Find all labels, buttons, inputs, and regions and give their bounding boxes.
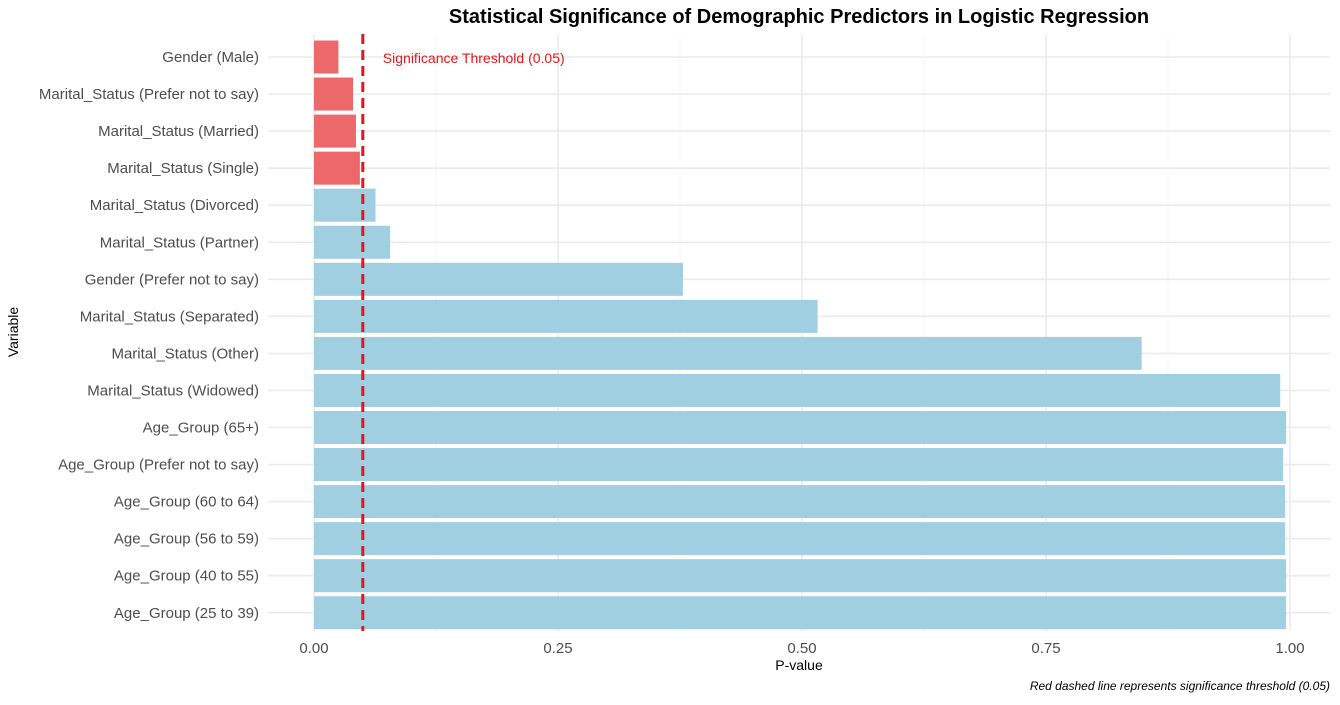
bar-2: [314, 114, 356, 148]
bar-6: [314, 262, 683, 296]
y-tick-label: Marital_Status (Partner): [100, 234, 259, 251]
chart-title: Statistical Significance of Demographic …: [449, 6, 1149, 28]
bars-layer: [314, 40, 1287, 630]
y-tick-label: Age_Group (60 to 64): [114, 494, 259, 511]
bar-11: [314, 448, 1284, 482]
x-tick-label: 0.25: [543, 640, 572, 657]
y-tick-label: Age_Group (Prefer not to say): [58, 457, 259, 474]
bar-13: [314, 522, 1286, 556]
y-tick-label: Age_Group (56 to 59): [114, 531, 259, 548]
bar-12: [314, 485, 1286, 519]
x-tick-label: 1.00: [1275, 640, 1304, 657]
bar-10: [314, 411, 1287, 444]
y-tick-label: Age_Group (25 to 39): [114, 605, 259, 622]
y-tick-label: Age_Group (40 to 55): [114, 568, 259, 585]
y-tick-label: Age_Group (65+): [143, 420, 259, 437]
y-tick-label: Marital_Status (Prefer not to say): [39, 86, 259, 103]
bar-4: [314, 188, 376, 222]
y-tick-label: Marital_Status (Widowed): [87, 382, 259, 399]
y-tick-label: Marital_Status (Separated): [80, 308, 259, 325]
threshold-layer: Significance Threshold (0.05): [361, 34, 565, 631]
bar-14: [314, 559, 1287, 593]
bar-1: [314, 77, 354, 111]
y-tick-label: Marital_Status (Divorced): [90, 197, 259, 214]
bar-8: [314, 336, 1142, 370]
threshold-label: Significance Threshold (0.05): [383, 50, 565, 66]
chart-caption: Red dashed line represents significance …: [1030, 679, 1330, 693]
x-tick-label: 0.50: [787, 640, 816, 657]
labels-layer: Gender (Male) Marital_Status (Prefer not …: [39, 49, 1305, 657]
y-tick-label: Gender (Prefer not to say): [85, 271, 259, 288]
x-tick-label: 0.75: [1031, 640, 1060, 657]
y-tick-label: Gender (Male): [162, 49, 259, 66]
bar-15: [314, 596, 1287, 630]
bar-7: [314, 299, 818, 333]
y-axis-title: Variable: [5, 307, 21, 358]
bar-0: [314, 40, 339, 74]
y-tick-label: Marital_Status (Single): [107, 160, 259, 177]
x-axis-title: P-value: [775, 657, 823, 673]
y-tick-label: Marital_Status (Other): [111, 345, 259, 362]
bar-3: [314, 151, 360, 185]
x-tick-label: 0.00: [299, 640, 328, 657]
bar-5: [314, 225, 391, 259]
bar-9: [314, 373, 1281, 407]
y-tick-label: Marital_Status (Married): [98, 123, 259, 140]
